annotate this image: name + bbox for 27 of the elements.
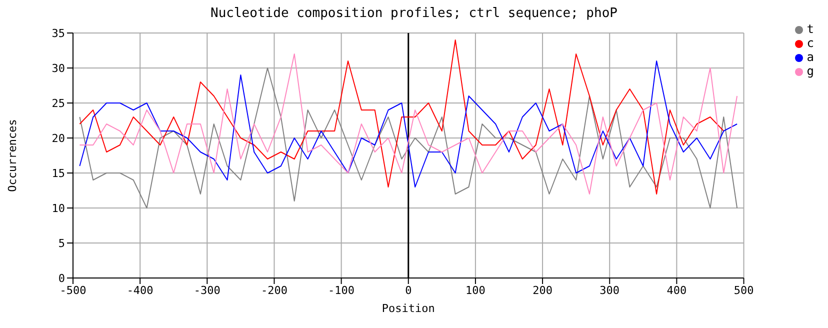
x-tick-label: 200 [532,284,552,297]
y-tick-label: 35 [52,26,65,40]
legend-label: a [806,50,814,64]
x-tick-label: 300 [600,284,620,297]
x-tick-label: 500 [734,284,754,297]
x-tick-label: -100 [328,284,355,297]
x-tick-label: -200 [260,284,288,297]
legend-label: g [806,64,814,78]
x-tick-label: 100 [466,284,486,297]
legend-label: c [806,36,814,50]
chart-title: Nucleotide composition profiles; ctrl sequence; phoP [210,6,618,21]
y-tick-label: 20 [52,132,65,145]
line-series [79,68,738,208]
y-tick-label: 15 [52,166,65,180]
legend-label: t [806,22,814,36]
y-tick-label: 10 [52,202,65,215]
x-tick-label: -300 [194,284,220,297]
y-tick-label: 25 [52,96,65,110]
y-tick-label: 30 [52,62,65,75]
y-tick-label: 5 [58,236,65,250]
x-axis-title: Position [382,302,435,315]
y-axis-title: Occurrences [6,119,19,192]
x-tick-label: -500 [60,284,86,297]
y-tick-label: 0 [58,272,65,285]
x-tick-label: 0 [405,284,412,297]
x-tick-label: -400 [126,284,154,297]
x-tick-label: 400 [666,284,687,297]
